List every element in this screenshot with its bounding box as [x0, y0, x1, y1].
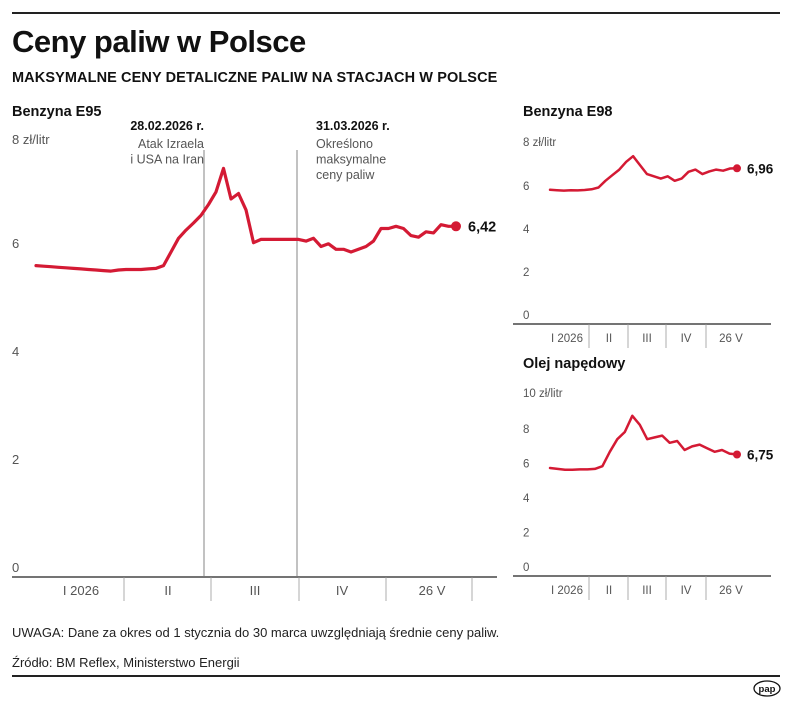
y-unit-label-diesel: 10 zł/litr	[523, 388, 563, 400]
x-tick-label-e95: II	[164, 583, 171, 598]
y-tick-label-diesel: 8	[523, 424, 529, 436]
annotation-text-1: Atak Izraela	[138, 137, 204, 151]
x-tick-label-e95: I 2026	[63, 583, 99, 598]
annotation-text-2: ceny paliw	[316, 168, 375, 182]
pap-logo: pap	[753, 680, 781, 697]
y-tick-label-e95: 0	[12, 560, 19, 575]
chart-title-e98: Benzyna E98	[523, 104, 613, 120]
x-tick-label-e98: IV	[681, 333, 692, 345]
x-tick-label-e95: 26 V	[419, 583, 446, 598]
page-subtitle: MAKSYMALNE CENY DETALICZNE PALIW NA STAC…	[12, 70, 498, 86]
page-title: Ceny paliw w Polsce	[12, 24, 306, 59]
annotation-date-2: 31.03.2026 r.	[316, 119, 390, 133]
y-tick-label-diesel: 2	[523, 528, 529, 540]
x-tick-label-e98: III	[642, 333, 652, 345]
y-tick-label-e98: 2	[523, 267, 529, 279]
x-tick-label-diesel: IV	[681, 585, 692, 597]
y-unit-label-e95: 8 zł/litr	[12, 132, 50, 147]
annotation-text-1: i USA na Iran	[130, 153, 204, 167]
y-unit-label-e98: 8 zł/litr	[523, 137, 556, 149]
x-tick-label-diesel: I 2026	[551, 585, 583, 597]
x-tick-label-e98: 26 V	[719, 333, 743, 345]
logo-text: pap	[759, 684, 776, 695]
y-tick-label-e95: 4	[12, 344, 19, 359]
x-tick-label-e98: I 2026	[551, 333, 583, 345]
x-tick-label-diesel: III	[642, 585, 652, 597]
y-tick-label-e95: 2	[12, 452, 19, 467]
series-line-e95	[34, 166, 458, 273]
y-tick-label-diesel: 4	[523, 493, 530, 505]
note-text: UWAGA: Dane za okres od 1 stycznia do 30…	[12, 625, 500, 640]
end-point-e98	[733, 164, 741, 173]
annotation-date-1: 28.02.2026 r.	[130, 119, 204, 133]
end-point-e95	[451, 221, 461, 232]
end-value-label-e98: 6,96	[747, 161, 774, 176]
x-tick-label-e95: III	[250, 583, 261, 598]
y-tick-label-e98: 6	[523, 181, 529, 193]
bottom-rule	[12, 675, 780, 677]
y-tick-label-diesel: 6	[523, 459, 529, 471]
series-line-diesel	[548, 414, 739, 472]
annotation-text-2: maksymalne	[316, 153, 386, 167]
y-tick-label-e98: 4	[523, 224, 530, 236]
x-tick-label-e95: IV	[336, 583, 349, 598]
x-tick-label-diesel: 26 V	[719, 585, 743, 597]
y-tick-label-e95: 6	[12, 236, 19, 251]
source-text: Źródło: BM Reflex, Ministerstwo Energii	[12, 655, 240, 670]
chart-title-diesel: Olej napędowy	[523, 356, 626, 372]
end-value-label-diesel: 6,75	[747, 448, 774, 463]
end-value-label-e95: 6,42	[468, 219, 496, 235]
end-point-diesel	[733, 450, 741, 459]
x-tick-label-e98: II	[606, 333, 612, 345]
y-tick-label-diesel: 0	[523, 562, 529, 574]
annotation-text-2: Określono	[316, 137, 373, 151]
top-rule	[12, 12, 780, 14]
y-tick-label-e98: 0	[523, 310, 529, 322]
series-line-e98	[548, 154, 739, 192]
x-tick-label-diesel: II	[606, 585, 612, 597]
chart-title-e95: Benzyna E95	[12, 104, 102, 120]
